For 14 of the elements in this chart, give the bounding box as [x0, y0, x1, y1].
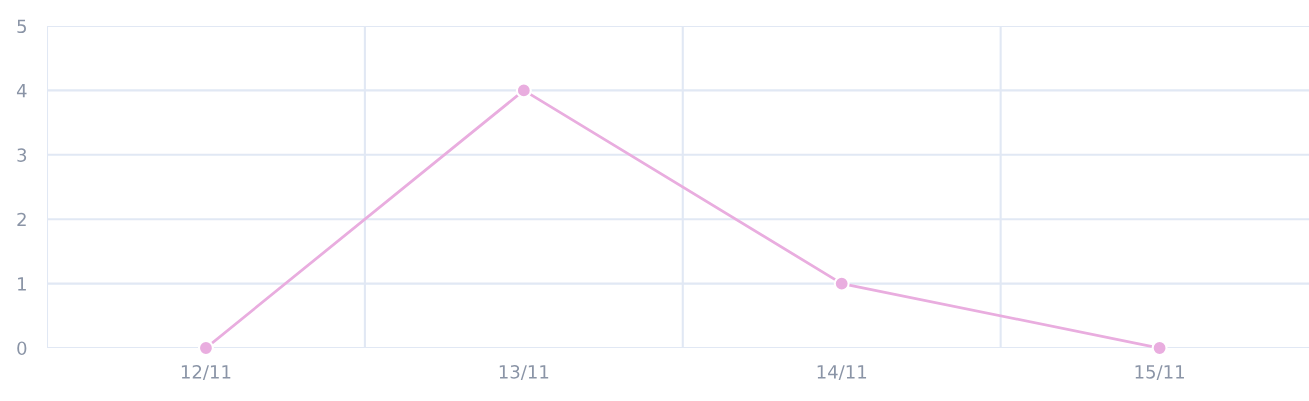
y-tick-label: 1 [18, 277, 26, 291]
x-tick-label: 15/11 [1135, 365, 1184, 381]
x-tick-label: 12/11 [181, 364, 231, 381]
x-tick-label: 13/11 [499, 364, 549, 381]
y-tick-label: 4 [16, 84, 27, 98]
point [515, 82, 532, 99]
point [833, 275, 850, 292]
y-tick-label: 3 [17, 148, 27, 162]
point [197, 340, 214, 356]
y-tick-label: 0 [17, 341, 27, 356]
x-tick-label: 14/11 [817, 365, 867, 381]
y-tick-label: 5 [17, 19, 26, 34]
point [1151, 340, 1168, 356]
y-tick-label: 2 [17, 212, 26, 227]
